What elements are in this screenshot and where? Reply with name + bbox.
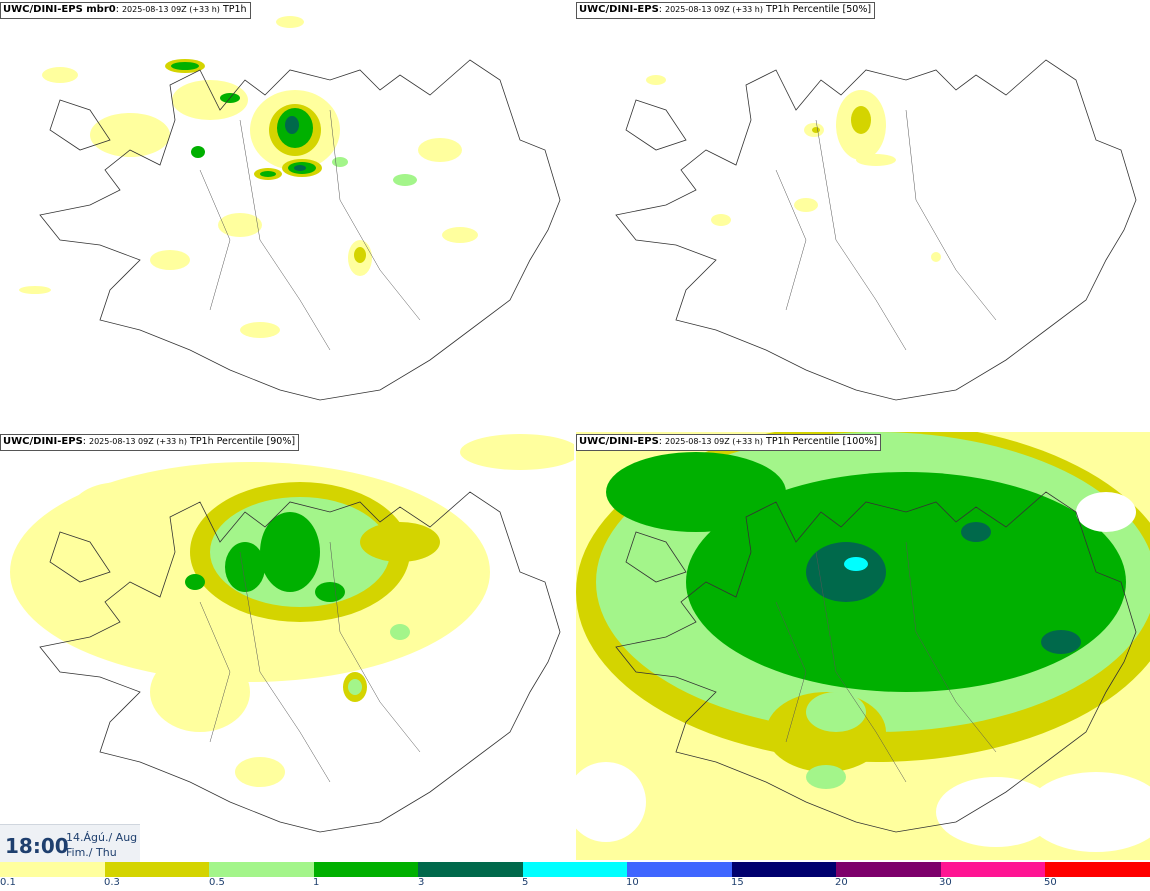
precip-map <box>10 434 574 833</box>
precip-field <box>10 434 574 787</box>
legend-swatch <box>1045 862 1150 877</box>
legend-swatch <box>627 862 732 877</box>
run-date: 2025-08-13 09Z (+33 h) <box>665 437 763 446</box>
river-lines <box>199 109 421 351</box>
legend-tick: 30 <box>939 877 952 888</box>
run-date: 2025-08-13 09Z (+33 h) <box>89 437 187 446</box>
map-panel-p90: UWC/DINI-EPS: 2025-08-13 09Z (+33 h) TP1… <box>0 432 574 860</box>
iceland-coastline <box>615 491 1137 833</box>
legend-swatch <box>0 862 105 877</box>
legend-swatch <box>731 862 837 877</box>
map-panel-p100: UWC/DINI-EPS: 2025-08-13 09Z (+33 h) TP1… <box>576 432 1150 860</box>
precip-field <box>576 432 1150 860</box>
legend-swatch <box>209 862 314 877</box>
field-name: TP1h Percentile [50%] <box>766 4 872 15</box>
model-name: UWC/DINI-EPS <box>579 436 659 447</box>
legend-tick: 20 <box>835 877 848 888</box>
legend-swatch <box>940 862 1046 877</box>
field-name: TP1h Percentile [100%] <box>766 436 878 447</box>
precip-field <box>19 16 478 338</box>
river-lines <box>199 541 421 783</box>
model-name: UWC/DINI-EPS mbr0 <box>3 4 116 15</box>
panel-title: UWC/DINI-EPS: 2025-08-13 09Z (+33 h) TP1… <box>576 434 882 451</box>
field-name: TP1h Percentile [90%] <box>190 436 296 447</box>
valid-day: Fim./ Thu <box>66 846 117 859</box>
legend-tick: 15 <box>731 877 744 888</box>
legend-tick: 3 <box>418 877 425 888</box>
panel-title: UWC/DINI-EPS mbr0: 2025-08-13 09Z (+33 h… <box>0 2 251 19</box>
river-lines <box>775 109 997 351</box>
run-date: 2025-08-13 09Z (+33 h) <box>121 5 220 14</box>
model-name: UWC/DINI-EPS <box>3 436 83 447</box>
legend-swatch <box>418 862 523 877</box>
map-panel-mbr0: UWC/DINI-EPS mbr0: 2025-08-13 09Z (+33 h… <box>0 0 574 428</box>
legend-tick: 0.5 <box>209 877 225 888</box>
legend-tick: 10 <box>626 877 639 888</box>
legend-swatch <box>104 862 210 877</box>
iceland-coastline <box>615 59 1137 401</box>
precip-map <box>576 432 1150 860</box>
precip-map <box>615 59 1137 401</box>
iceland-coastline <box>39 491 561 833</box>
iceland-coastline <box>39 59 561 401</box>
legend-tick: 1 <box>313 877 320 888</box>
valid-time-box: 18:00 14.Ágú./ Aug Fim./ Thu <box>0 824 140 863</box>
legend-swatch <box>313 862 419 877</box>
legend-tick: 0.1 <box>0 877 16 888</box>
map-panel-p50: UWC/DINI-EPS: 2025-08-13 09Z (+33 h) TP1… <box>576 0 1150 428</box>
panel-title: UWC/DINI-EPS: 2025-08-13 09Z (+33 h) TP1… <box>0 434 300 451</box>
field-name: TP1h <box>222 4 247 15</box>
run-date: 2025-08-13 09Z (+33 h) <box>665 5 763 14</box>
legend-bar <box>0 862 1150 877</box>
valid-date: 14.Ágú./ Aug <box>66 831 138 844</box>
legend-tick: 5 <box>522 877 529 888</box>
legend-tick: 50 <box>1044 877 1057 888</box>
legend-swatch <box>836 862 941 877</box>
precip-field <box>646 75 941 262</box>
river-lines <box>775 541 997 783</box>
panel-title: UWC/DINI-EPS: 2025-08-13 09Z (+33 h) TP1… <box>576 2 876 19</box>
precip-map <box>19 16 561 401</box>
valid-time: 18:00 <box>5 834 69 858</box>
legend-swatch <box>522 862 628 877</box>
color-legend: 0.1 0.3 0.5 1 3 5 10 15 20 30 50 <box>0 862 1150 891</box>
legend-tick: 0.3 <box>104 877 120 888</box>
model-name: UWC/DINI-EPS <box>579 4 659 15</box>
